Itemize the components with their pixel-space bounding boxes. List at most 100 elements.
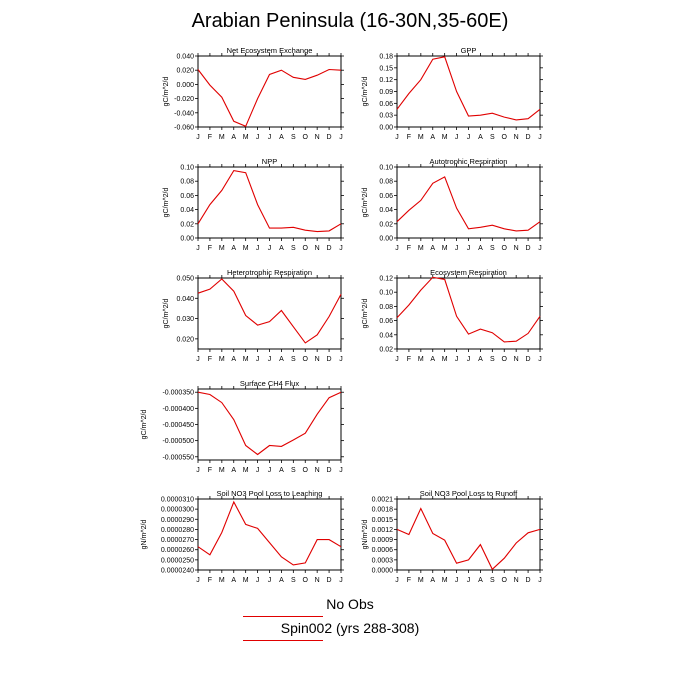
x-tick-label: N [315,577,320,584]
x-tick-label: D [327,245,332,252]
x-tick-label: M [442,134,448,141]
legend-label-spin002: Spin002 (yrs 288-308) [280,620,420,636]
x-tick-label: A [478,245,483,252]
x-tick-label: J [455,356,459,363]
x-tick-label: M [418,134,424,141]
y-tick-label: -0.000500 [162,438,194,445]
x-tick-label: J [256,356,260,363]
y-tick-label: 0.0000300 [161,507,194,514]
plot-frame [197,498,342,571]
chart-panel: Net Ecosystem Exchange -0.060 -0.040 -0.020… [163,46,344,141]
y-tick-label: 0.0012 [372,527,394,534]
x-tick-label: S [490,356,495,363]
y-tick-label: 0.02 [180,221,194,228]
x-tick-label: N [315,356,320,363]
x-tick-label: J [256,577,260,584]
x-tick-label: M [418,245,424,252]
y-tick-label: 0.08 [379,179,393,186]
y-tick-label: 0.12 [379,77,393,84]
y-axis-label: gN/m^2/d [362,520,369,550]
y-axis-label: gC/m^2/d [163,77,170,107]
x-tick-label: D [327,577,332,584]
x-tick-label: N [514,245,519,252]
y-tick-label: -0.020 [174,96,194,103]
y-tick-label: -0.040 [174,110,194,117]
x-tick-label: S [291,577,296,584]
chart-panel: Ecosystem Respiration 0.02 0.04 0.06 0.08 0.1… [362,268,543,363]
x-tick-label: A [231,356,236,363]
y-axis-label: gC/m^2/d [141,410,148,440]
y-axis-label: gC/m^2/d [163,188,170,218]
plot-frame [197,388,342,461]
y-tick-label: 0.06 [379,318,393,325]
x-tick-label: M [243,245,249,252]
x-tick-label: M [219,467,225,474]
y-tick-label: 0.10 [180,165,194,172]
x-tick-label: A [279,577,284,584]
plot-frame [197,55,342,128]
x-tick-label: J [455,577,459,584]
x-tick-label: J [339,245,343,252]
y-tick-label: 0.0021 [372,497,394,504]
chart-panel: Heterotrophic Respiration 0.020 0.030 0.040… [163,268,344,363]
x-tick-label: J [339,467,343,474]
x-tick-label: D [526,356,531,363]
x-tick-label: D [327,356,332,363]
chart-panel: Surface CH4 Flux -0.000350 -0.000400 -0.000… [141,379,344,474]
x-tick-label: J [196,245,200,252]
series-line [197,500,342,566]
chart-panel: Soil NO3 Pool Loss to Leaching 0.0000240 0… [141,489,344,584]
x-tick-label: N [514,577,519,584]
x-tick-label: A [478,577,483,584]
x-tick-label: A [279,467,284,474]
x-tick-label: M [219,577,225,584]
x-tick-label: F [208,467,212,474]
y-tick-label: 0.06 [180,193,194,200]
series-line [396,507,541,571]
x-tick-label: S [291,356,296,363]
x-tick-label: O [303,356,309,363]
y-tick-label: 0.04 [180,207,194,214]
y-tick-label: 0.0000250 [161,557,194,564]
chart-panel: Soil NO3 Pool Loss to Runoff 0.0000 0.0003… [362,489,543,584]
x-tick-label: A [279,356,284,363]
x-tick-label: J [395,356,399,363]
x-tick-label: J [395,134,399,141]
x-tick-label: M [243,467,249,474]
x-tick-label: M [442,577,448,584]
x-tick-label: A [478,134,483,141]
x-tick-label: S [291,467,296,474]
plot-frame [197,277,342,350]
y-tick-label: 0.020 [176,336,194,343]
y-tick-label: 0.050 [176,276,194,283]
x-tick-label: F [407,245,411,252]
y-axis-label: gC/m^2/d [362,188,369,218]
y-tick-label: 0.12 [379,276,393,283]
x-tick-label: F [208,356,212,363]
x-tick-label: J [256,245,260,252]
y-tick-label: 0.06 [379,193,393,200]
y-tick-label: 0.00 [379,125,393,132]
y-tick-label: 0.08 [379,304,393,311]
x-tick-label: N [315,467,320,474]
x-tick-label: S [291,134,296,141]
x-tick-label: O [502,577,508,584]
x-tick-label: S [291,245,296,252]
x-tick-label: N [315,245,320,252]
y-axis-label: gC/m^2/d [362,77,369,107]
panel-title: Soil NO3 Pool Loss to Leaching [217,489,323,498]
y-tick-label: 0.04 [379,207,393,214]
panel-title: Net Ecosystem Exchange [227,46,313,55]
x-tick-label: O [303,134,309,141]
series-line [197,278,342,344]
y-tick-label: 0.15 [379,65,393,72]
legend-label-no-obs: No Obs [326,596,374,612]
y-tick-label: 0.040 [176,54,194,61]
x-tick-label: J [256,467,260,474]
x-tick-label: D [327,467,332,474]
panel-title: GPP [461,46,477,55]
panel-title: Ecosystem Respiration [430,268,507,277]
x-tick-label: J [268,134,272,141]
